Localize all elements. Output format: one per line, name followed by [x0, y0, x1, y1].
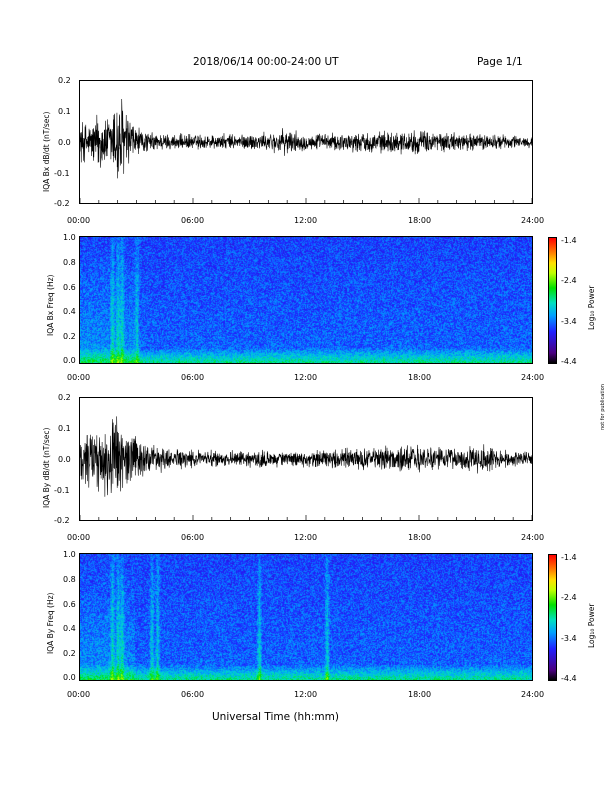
x-tick: 00:00	[67, 690, 91, 699]
by-colorbar-tick: -4.4	[561, 674, 577, 683]
x-tick: 18:00	[408, 533, 432, 542]
bx-freq-y-label: IQA Bx Freq (Hz)	[46, 274, 55, 336]
by-freq-y-label: IQA By Freq (Hz)	[46, 592, 55, 654]
x-tick: 24:00	[521, 373, 545, 382]
series-line	[80, 416, 532, 497]
x-tick: 12:00	[294, 690, 318, 699]
by-ytick: -0.2	[54, 516, 70, 525]
x-tick: 24:00	[521, 533, 545, 542]
x-tick: 00:00	[67, 373, 91, 382]
bx-ytick: -0.1	[54, 169, 70, 178]
series-line	[80, 98, 532, 179]
x-tick: 12:00	[294, 373, 318, 382]
bx-dbdt-y-label: IQA Bx dB/dt (nT/sec)	[42, 111, 51, 192]
by-colorbar-tick: -3.4	[561, 634, 577, 643]
x-axis-label: Universal Time (hh:mm)	[212, 711, 339, 723]
x-tick: 06:00	[181, 533, 205, 542]
x-tick: 06:00	[181, 216, 205, 225]
bx-freq-ytick: 0.2	[63, 332, 76, 341]
by-dbdt-panel	[79, 397, 533, 521]
x-tick: 00:00	[67, 533, 91, 542]
bx-ytick: 0.2	[58, 76, 71, 85]
bx-colorbar-label: Log₁₀ Power	[587, 285, 596, 330]
by-spectrogram	[80, 554, 532, 680]
bx-dbdt-panel	[79, 80, 533, 204]
by-colorbar-label: Log₁₀ Power	[587, 603, 596, 648]
by-ytick: 0.1	[58, 424, 71, 433]
by-dbdt-trace	[80, 416, 532, 520]
bx-freq-ytick: 0.4	[63, 307, 76, 316]
side-note: not for publication	[600, 384, 606, 430]
by-freq-ytick: 0.8	[63, 575, 76, 584]
by-freq-ytick: 1.0	[63, 550, 76, 559]
x-tick: 06:00	[181, 690, 205, 699]
bx-freq-ytick: 0.0	[63, 356, 76, 365]
by-freq-ytick: 0.2	[63, 649, 76, 658]
bx-spectrogram	[80, 237, 532, 363]
by-spectrogram-panel	[79, 553, 533, 681]
x-tick: 00:00	[67, 216, 91, 225]
by-colorbar-tick: -1.4	[561, 553, 577, 562]
by-freq-ytick: 0.6	[63, 600, 76, 609]
by-ytick: 0.0	[58, 455, 71, 464]
by-colorbar	[548, 554, 557, 681]
x-tick: 06:00	[181, 373, 205, 382]
x-tick: 24:00	[521, 216, 545, 225]
by-colorbar-tick: -2.4	[561, 593, 577, 602]
bx-colorbar-tick: -4.4	[561, 357, 577, 366]
bx-colorbar-tick: -1.4	[561, 236, 577, 245]
x-tick: 12:00	[294, 533, 318, 542]
bx-colorbar-tick: -3.4	[561, 317, 577, 326]
x-tick: 12:00	[294, 216, 318, 225]
x-tick: 18:00	[408, 216, 432, 225]
by-ytick: 0.2	[58, 393, 71, 402]
x-tick: 18:00	[408, 690, 432, 699]
bx-colorbar-tick: -2.4	[561, 276, 577, 285]
by-dbdt-y-label: IQA By dB/dt (nT/sec)	[42, 427, 51, 508]
x-tick: 24:00	[521, 690, 545, 699]
bx-ytick: 0.1	[58, 107, 71, 116]
bx-dbdt-trace	[80, 98, 532, 203]
bx-colorbar	[548, 237, 557, 364]
x-tick: 18:00	[408, 373, 432, 382]
bx-spectrogram-panel	[79, 236, 533, 364]
bx-freq-ytick: 0.8	[63, 258, 76, 267]
page-number: Page 1/1	[477, 56, 523, 68]
by-freq-ytick: 0.4	[63, 624, 76, 633]
bx-ytick: 0.0	[58, 138, 71, 147]
by-ytick: -0.1	[54, 486, 70, 495]
bx-ytick: -0.2	[54, 199, 70, 208]
bx-freq-ytick: 1.0	[63, 233, 76, 242]
by-freq-ytick: 0.0	[63, 673, 76, 682]
bx-freq-ytick: 0.6	[63, 283, 76, 292]
date-range-title: 2018/06/14 00:00-24:00 UT	[193, 56, 339, 68]
